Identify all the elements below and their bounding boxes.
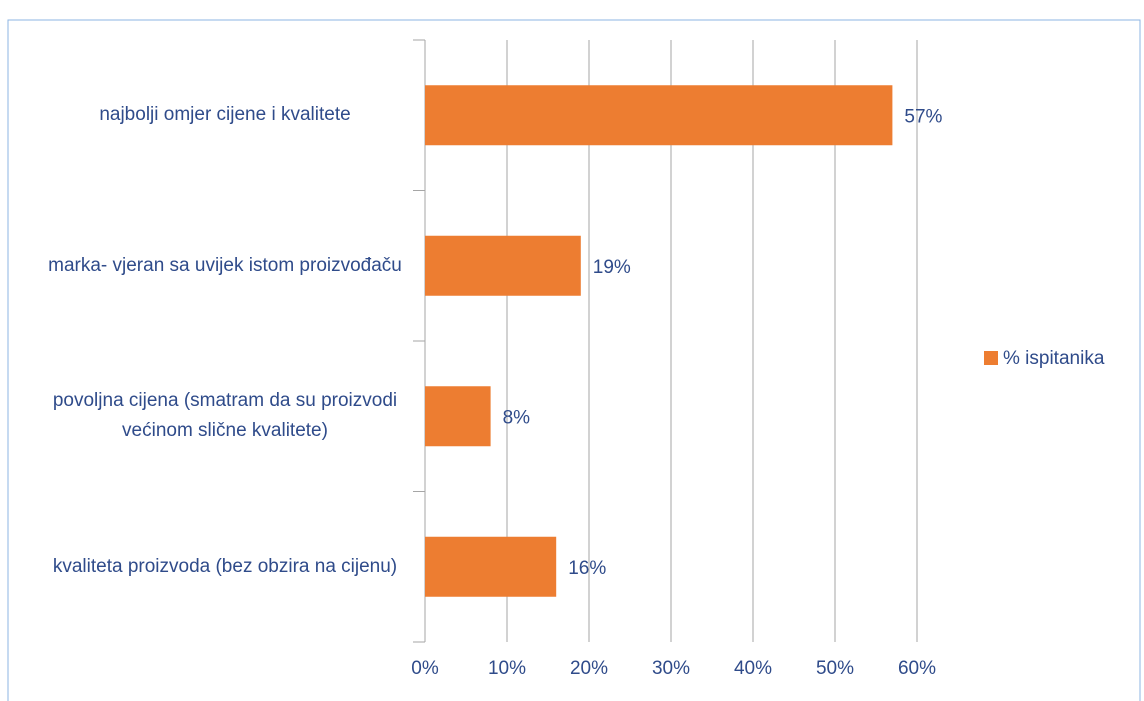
value-label: 57% [904,106,942,127]
legend-label: % ispitanika [1003,348,1105,369]
y-tick-label: povoljna cijena (smatram da su proizvodi… [52,390,398,442]
bar [425,536,557,597]
bar [425,235,581,296]
bar [425,85,893,146]
y-tick-label: kvaliteta proizvoda (bez obzira na cijen… [52,555,398,577]
y-tick-label: najbolji omjer cijene i kvalitete [99,104,351,126]
bar [425,386,491,447]
legend-swatch [984,351,998,365]
y-tick-label: marka- vjeran sa uvijek istom proizvođač… [48,254,402,276]
x-tick-label: 20% [570,658,608,679]
x-tick-label: 40% [734,658,772,679]
value-label: 16% [568,558,606,579]
x-tick-label: 0% [411,658,439,679]
x-tick-label: 60% [898,658,936,679]
value-label: 19% [593,257,631,278]
chart-border [7,19,1141,701]
value-label: 8% [503,407,531,428]
x-tick-label: 50% [816,658,854,679]
x-tick-label: 10% [488,658,526,679]
x-tick-label: 30% [652,658,690,679]
